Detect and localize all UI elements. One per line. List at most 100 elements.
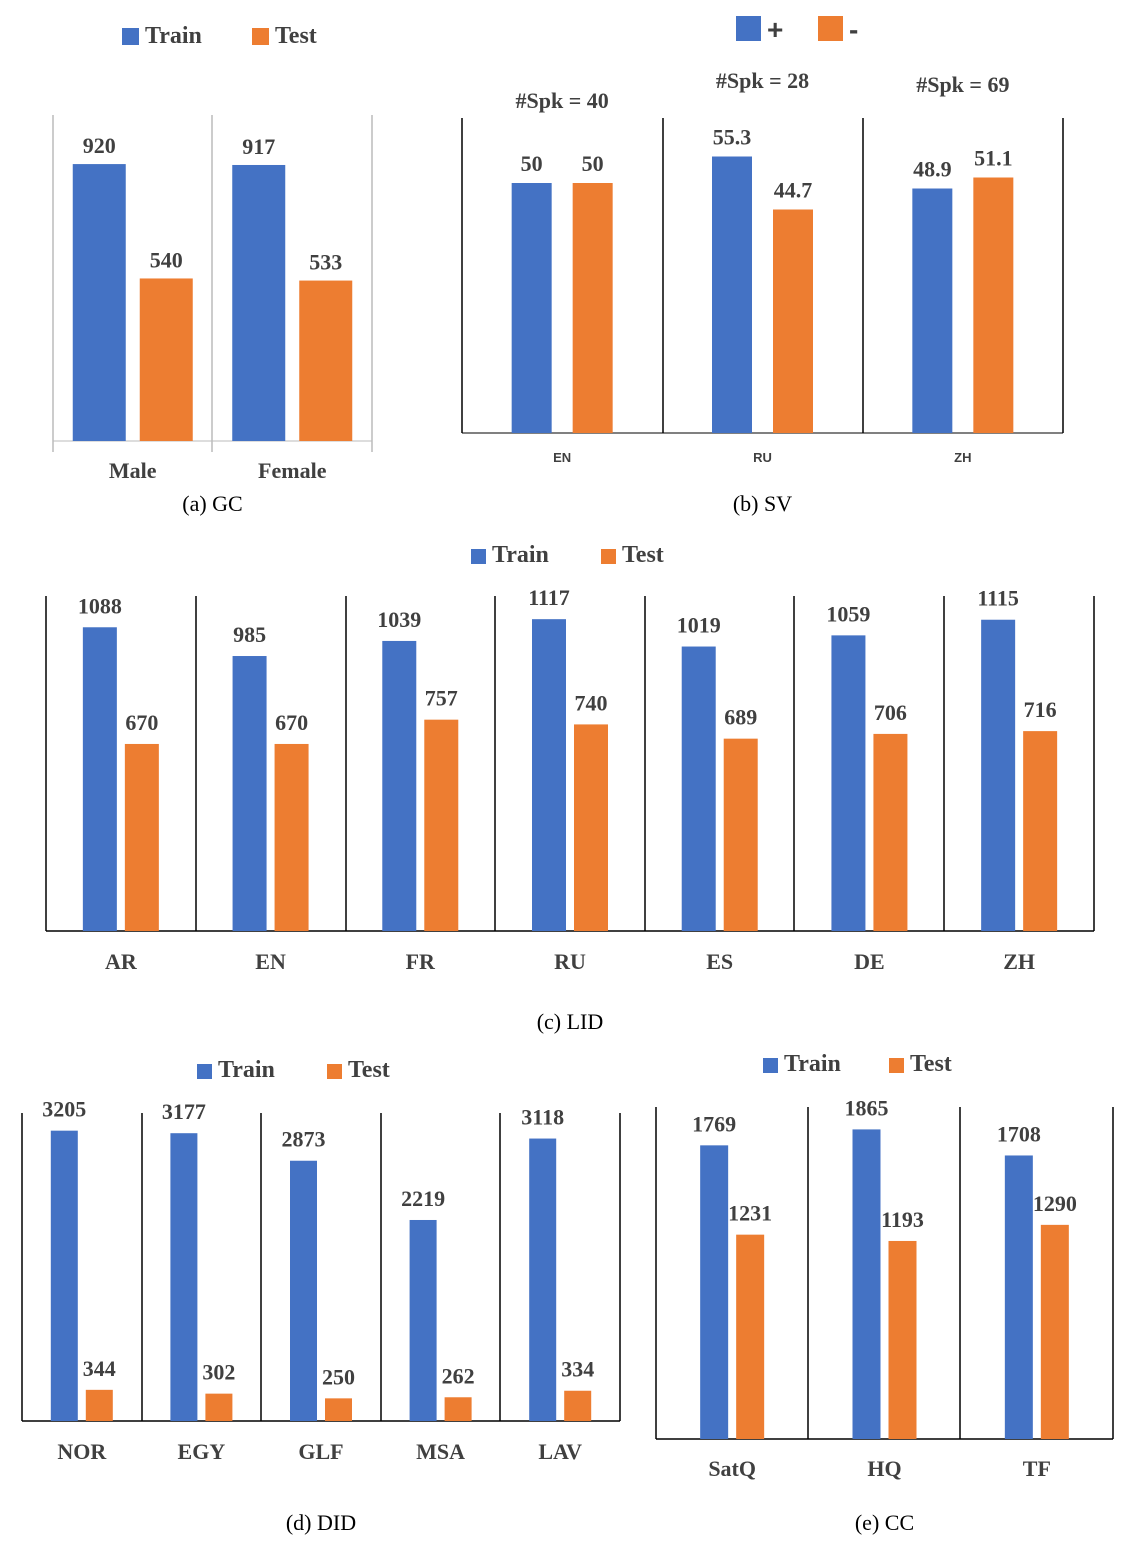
panel-caption: (e) CC bbox=[855, 1510, 914, 1535]
legend-label-1: Test bbox=[910, 1051, 952, 1077]
legend-label-1: Test bbox=[275, 23, 317, 49]
bar--zh bbox=[973, 177, 1014, 433]
bar-test-tf bbox=[1040, 1224, 1069, 1439]
tick-label: GLF bbox=[298, 1439, 343, 1464]
legend-label-1: Test bbox=[348, 1057, 390, 1083]
bar-train-zh bbox=[981, 619, 1016, 931]
bar-test-de bbox=[873, 733, 908, 931]
data-label: 740 bbox=[575, 690, 608, 715]
bar--en bbox=[511, 183, 552, 433]
bar--ru bbox=[712, 156, 752, 433]
data-label: 689 bbox=[724, 705, 757, 730]
bar--en bbox=[572, 183, 613, 433]
bar-train-fr bbox=[382, 640, 417, 931]
tick-label: DE bbox=[854, 949, 885, 974]
data-label: 1117 bbox=[528, 585, 570, 610]
tick-label: LAV bbox=[538, 1439, 582, 1464]
bar-test-female bbox=[299, 280, 353, 441]
legend-swatch-1 bbox=[818, 16, 843, 41]
data-label: 716 bbox=[1024, 697, 1057, 722]
chart-panel-4: Train Test 3205 344 NOR 3177 302 EGY 2873 250 GLF 2… bbox=[21, 1057, 621, 1535]
bar--ru bbox=[773, 209, 813, 433]
legend-swatch-0 bbox=[736, 16, 761, 41]
bar-test-fr bbox=[424, 719, 459, 931]
bar-train-satq bbox=[700, 1145, 729, 1439]
data-label: 3205 bbox=[42, 1097, 86, 1122]
data-label: 1708 bbox=[997, 1121, 1041, 1146]
bar-train-male bbox=[72, 164, 126, 441]
data-label: 533 bbox=[309, 250, 342, 275]
data-label: 1019 bbox=[677, 613, 721, 638]
legend-swatch-0 bbox=[763, 1058, 778, 1073]
speaker-count-annotation: #Spk = 28 bbox=[716, 68, 809, 93]
legend-swatch-0 bbox=[471, 549, 486, 564]
data-label: 1115 bbox=[977, 586, 1019, 611]
legend-swatch-0 bbox=[197, 1064, 212, 1079]
legend-swatch-1 bbox=[252, 28, 269, 45]
data-label: 48.9 bbox=[913, 157, 952, 182]
legend-label-0: Train bbox=[218, 1057, 275, 1083]
tick-label: TF bbox=[1023, 1456, 1051, 1481]
data-label: 1193 bbox=[881, 1207, 924, 1232]
tick-label: EN bbox=[255, 949, 286, 974]
tick-label: ES bbox=[706, 949, 733, 974]
bar-test-egy bbox=[205, 1393, 233, 1421]
tick-label: MSA bbox=[416, 1439, 465, 1464]
bar-train-de bbox=[831, 635, 866, 931]
legend-swatch-0 bbox=[122, 28, 139, 45]
data-label: 344 bbox=[83, 1356, 116, 1381]
bar-test-ru bbox=[574, 724, 608, 931]
data-label: 985 bbox=[233, 622, 266, 647]
chart-panel-1: Train Test 920 540 Male 917 533 Female (a) GC bbox=[52, 23, 373, 516]
data-label: 1059 bbox=[826, 601, 870, 626]
bar-test-ar bbox=[124, 743, 159, 931]
legend-label-1: Test bbox=[622, 542, 664, 568]
bar-train-ru bbox=[532, 619, 566, 931]
tick-label: NOR bbox=[57, 1439, 107, 1464]
data-label: 50 bbox=[521, 151, 543, 176]
bar-train-lav bbox=[529, 1138, 557, 1421]
data-label: 706 bbox=[874, 700, 907, 725]
bar-test-glf bbox=[325, 1398, 352, 1421]
bar-test-msa bbox=[444, 1397, 472, 1421]
speaker-count-annotation: #Spk = 40 bbox=[516, 88, 609, 113]
tick-label: HQ bbox=[867, 1456, 901, 1481]
legend-label-0: Train bbox=[784, 1051, 841, 1077]
data-label: 3177 bbox=[162, 1099, 206, 1124]
tick-label: EGY bbox=[178, 1439, 226, 1464]
data-label: 757 bbox=[425, 686, 458, 711]
bar-train-en bbox=[232, 656, 267, 931]
bar-test-hq bbox=[888, 1240, 917, 1439]
legend-swatch-1 bbox=[889, 1058, 904, 1073]
bar-test-en bbox=[274, 743, 309, 931]
tick-label: Male bbox=[109, 458, 157, 483]
chart-panel-3: Train Test 1088 670 AR 985 670 EN 1039 757 FR 1117 7… bbox=[45, 542, 1095, 1034]
data-label: 540 bbox=[150, 247, 183, 272]
bar-train-tf bbox=[1004, 1155, 1033, 1439]
bar-train-egy bbox=[170, 1133, 198, 1421]
data-label: 1865 bbox=[845, 1095, 889, 1120]
legend-swatch-1 bbox=[327, 1064, 342, 1079]
tick-label: SatQ bbox=[708, 1456, 756, 1481]
panel-caption: (d) DID bbox=[286, 1510, 356, 1535]
legend-label-0: Train bbox=[492, 542, 549, 568]
data-label: 917 bbox=[242, 134, 275, 159]
bar-train-es bbox=[681, 646, 716, 931]
panel-caption: (a) GC bbox=[182, 491, 242, 516]
tick-label: ZH bbox=[954, 450, 971, 465]
data-label: 1039 bbox=[377, 607, 421, 632]
data-label: 51.1 bbox=[974, 146, 1013, 171]
bar-test-nor bbox=[85, 1389, 113, 1421]
data-label: 250 bbox=[322, 1364, 355, 1389]
bar-test-satq bbox=[736, 1234, 765, 1439]
bar-test-zh bbox=[1023, 731, 1058, 931]
data-label: 302 bbox=[202, 1360, 235, 1385]
data-label: 1290 bbox=[1033, 1191, 1077, 1216]
bar-train-ar bbox=[82, 627, 117, 931]
legend-label-0: + bbox=[767, 14, 783, 45]
data-label: 44.7 bbox=[774, 178, 813, 203]
legend-swatch-1 bbox=[601, 549, 616, 564]
bar-train-female bbox=[232, 164, 286, 441]
data-label: 670 bbox=[275, 710, 308, 735]
